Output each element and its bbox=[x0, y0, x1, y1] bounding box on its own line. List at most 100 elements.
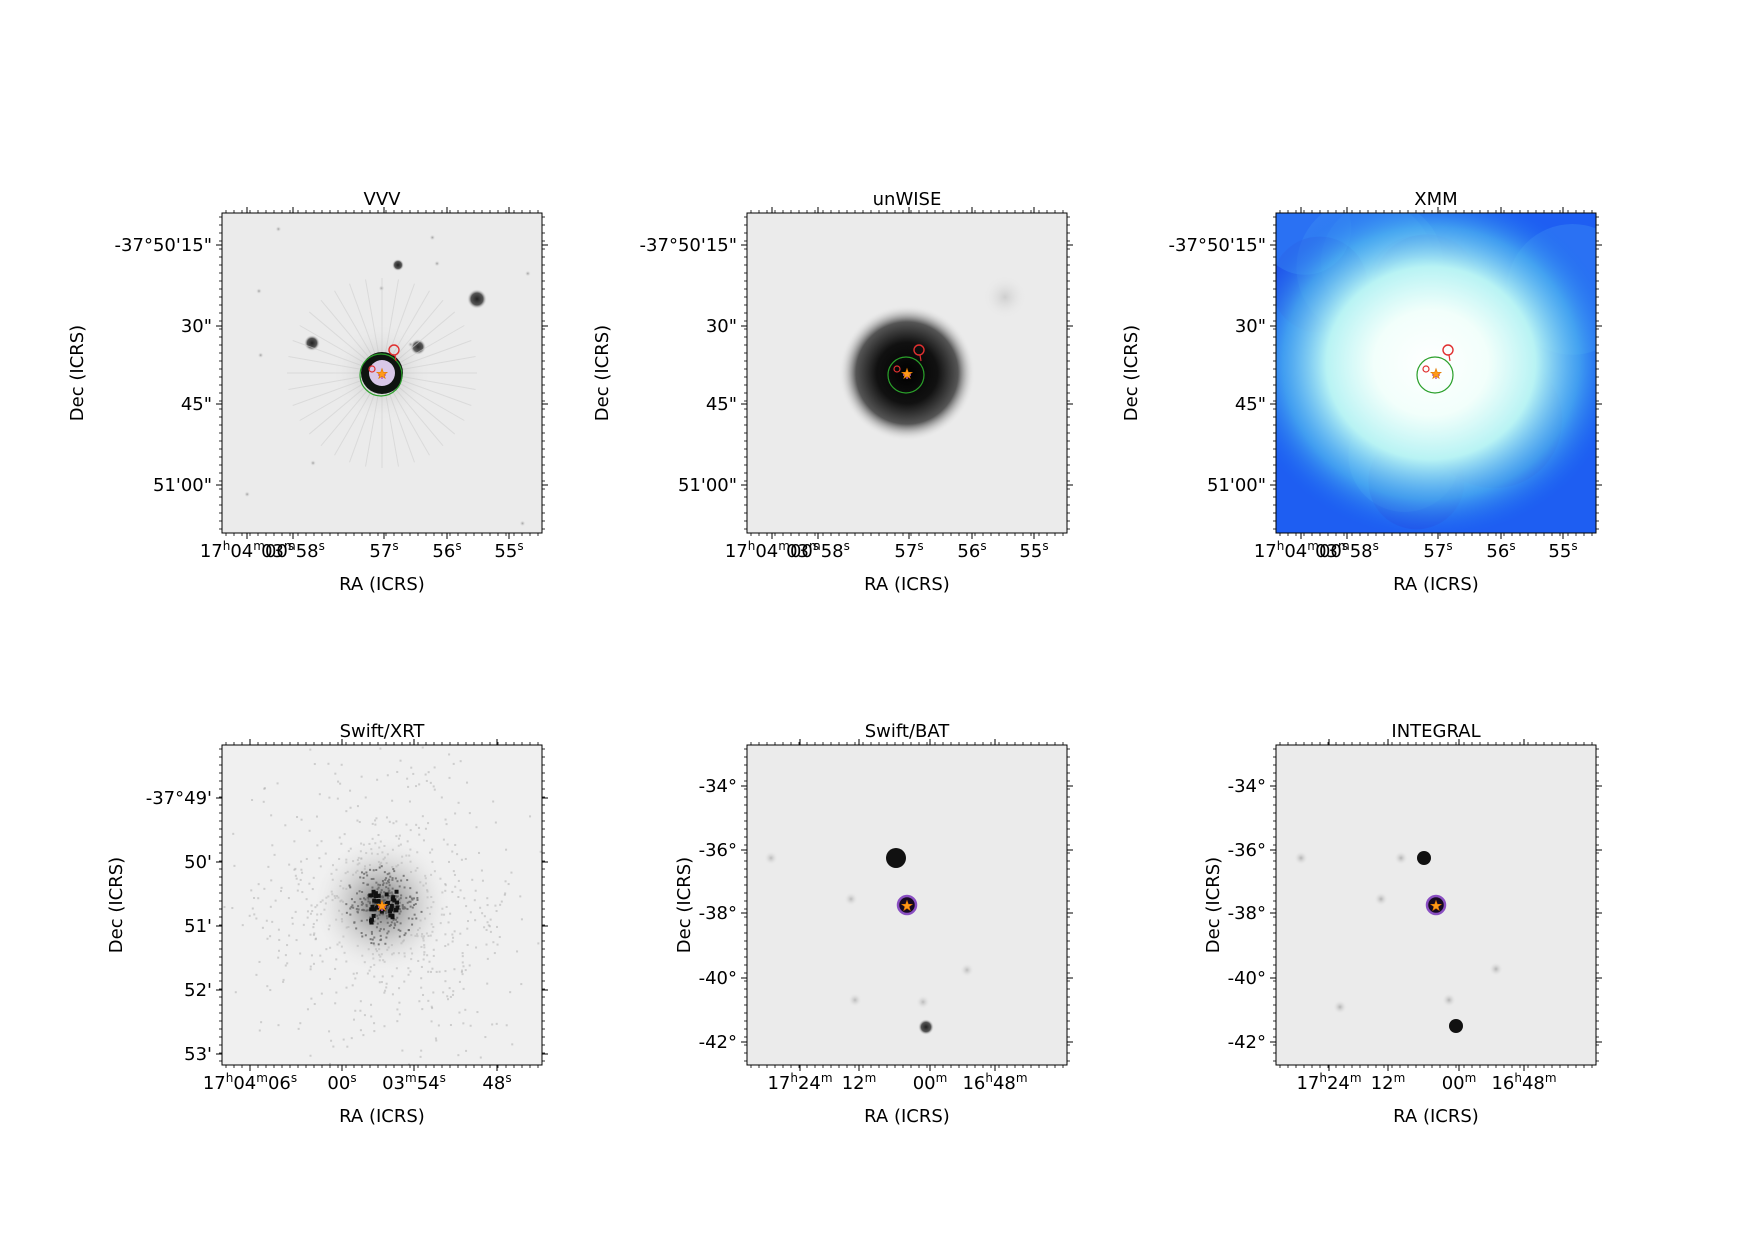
y-tick-label: 30" bbox=[706, 316, 737, 337]
red-circle bbox=[1442, 344, 1454, 356]
x-tick-label: 55s bbox=[1019, 539, 1048, 562]
x-tick-label: 00m bbox=[1442, 1071, 1477, 1094]
y-axis-label: Dec (ICRS) bbox=[592, 325, 613, 421]
x-tick-label: 12m bbox=[842, 1071, 877, 1094]
field-source bbox=[1449, 1019, 1463, 1033]
orange-star-marker bbox=[900, 367, 914, 380]
panel-title: INTEGRAL bbox=[1391, 721, 1480, 742]
y-tick-label: -34° bbox=[699, 776, 737, 797]
x-axis-label: RA (ICRS) bbox=[1393, 1106, 1479, 1127]
x-tick-label: 17h04m00s bbox=[1254, 539, 1348, 562]
y-tick-label: 51' bbox=[184, 916, 212, 937]
x-tick-label: 17h04m00s bbox=[725, 539, 819, 562]
y-tick-label: 51'00" bbox=[1207, 475, 1266, 496]
x-axis-label: RA (ICRS) bbox=[1393, 574, 1479, 595]
red-circle bbox=[368, 365, 376, 373]
green-error-circle bbox=[359, 353, 403, 397]
orange-star-marker bbox=[1429, 899, 1443, 912]
x-tick-label: 16h48m bbox=[1491, 1071, 1556, 1094]
x-tick-label: 03m58s bbox=[261, 539, 325, 562]
y-tick-label: 30" bbox=[1235, 316, 1266, 337]
x-axis-label: RA (ICRS) bbox=[864, 1106, 950, 1127]
y-axis-label: Dec (ICRS) bbox=[67, 325, 88, 421]
field-star bbox=[467, 289, 487, 309]
y-axis-label: Dec (ICRS) bbox=[106, 857, 127, 953]
x-tick-label: 17h04m00s bbox=[200, 539, 294, 562]
y-tick-label: 30" bbox=[181, 316, 212, 337]
x-tick-label: 16h48m bbox=[962, 1071, 1027, 1094]
orange-star-marker bbox=[375, 367, 389, 380]
y-tick-label: -37°50'15" bbox=[640, 235, 737, 256]
panel-image bbox=[1276, 745, 1596, 1065]
y-tick-label: 53' bbox=[184, 1044, 212, 1065]
panel-title: XMM bbox=[1414, 189, 1457, 210]
y-tick-label: 50' bbox=[184, 852, 212, 873]
y-tick-label: 45" bbox=[181, 394, 212, 415]
x-tick-label: 57s bbox=[894, 539, 923, 562]
y-tick-label: -38° bbox=[1228, 903, 1266, 924]
axes-frame bbox=[221, 212, 543, 534]
red-circle bbox=[1422, 365, 1430, 373]
panel-title: Swift/XRT bbox=[340, 721, 426, 742]
green-error-circle bbox=[1416, 356, 1454, 394]
panel-image bbox=[747, 213, 1067, 533]
orange-star-marker bbox=[375, 899, 389, 912]
panel-title: VVV bbox=[364, 189, 402, 210]
axes-frame bbox=[1275, 212, 1597, 534]
field-star bbox=[304, 335, 320, 351]
y-tick-label: -42° bbox=[1228, 1032, 1266, 1053]
panel-image bbox=[222, 745, 542, 1065]
x-tick-label: 55s bbox=[1548, 539, 1577, 562]
red-circle bbox=[388, 344, 400, 356]
y-axis-label: Dec (ICRS) bbox=[1121, 325, 1142, 421]
panel-title: Swift/BAT bbox=[865, 721, 951, 742]
x-tick-label: 56s bbox=[957, 539, 986, 562]
x-axis-label: RA (ICRS) bbox=[864, 574, 950, 595]
y-tick-label: -36° bbox=[699, 840, 737, 861]
x-tick-label: 56s bbox=[1486, 539, 1515, 562]
x-tick-label: 57s bbox=[369, 539, 398, 562]
y-tick-label: -38° bbox=[699, 903, 737, 924]
x-tick-label: 03m54s bbox=[382, 1071, 446, 1094]
y-tick-label: 51'00" bbox=[678, 475, 737, 496]
orange-star-marker bbox=[1429, 367, 1443, 380]
axes-frame bbox=[746, 744, 1068, 1066]
panel-title: unWISE bbox=[873, 189, 942, 210]
orange-star-marker bbox=[900, 899, 914, 912]
x-tick-label: 17h24m bbox=[767, 1071, 832, 1094]
axes-frame bbox=[221, 744, 543, 1066]
x-tick-label: 12m bbox=[1371, 1071, 1406, 1094]
y-tick-label: -37°49' bbox=[146, 788, 212, 809]
y-axis-label: Dec (ICRS) bbox=[674, 857, 695, 953]
y-axis-label: Dec (ICRS) bbox=[1203, 857, 1224, 953]
green-error-circle bbox=[887, 356, 925, 394]
panel-image bbox=[747, 745, 1067, 1065]
x-tick-label: 17h24m bbox=[1296, 1071, 1361, 1094]
x-axis-label: RA (ICRS) bbox=[339, 574, 425, 595]
red-circle bbox=[913, 344, 925, 356]
extended-emission bbox=[1276, 213, 1596, 533]
x-tick-label: 55s bbox=[494, 539, 523, 562]
x-tick-label: 00s bbox=[327, 1071, 356, 1094]
field-source bbox=[1417, 851, 1431, 865]
y-tick-label: 52' bbox=[184, 980, 212, 1001]
x-tick-label: 57s bbox=[1423, 539, 1452, 562]
panel-integral: 17h24m 12m 00m 16h48m -34° -36° -38° -40° -42° IN… bbox=[1203, 721, 1602, 1127]
x-tick-label: 00m bbox=[913, 1071, 948, 1094]
x-tick-label: 56s bbox=[432, 539, 461, 562]
y-tick-label: -37°50'15" bbox=[115, 235, 212, 256]
y-tick-label: -34° bbox=[1228, 776, 1266, 797]
field-star bbox=[392, 259, 404, 271]
field-source bbox=[918, 1019, 934, 1035]
y-tick-label: -37°50'15" bbox=[1169, 235, 1266, 256]
y-tick-label: -40° bbox=[699, 968, 737, 989]
y-tick-label: -40° bbox=[1228, 968, 1266, 989]
panel-image bbox=[1276, 213, 1596, 533]
red-circle bbox=[893, 365, 901, 373]
x-tick-label: 03m58s bbox=[1315, 539, 1379, 562]
panel-swift-bat: 17h24m 12m 00m 16h48m -34° -36° -38° -40° -42° Sw… bbox=[674, 721, 1073, 1127]
